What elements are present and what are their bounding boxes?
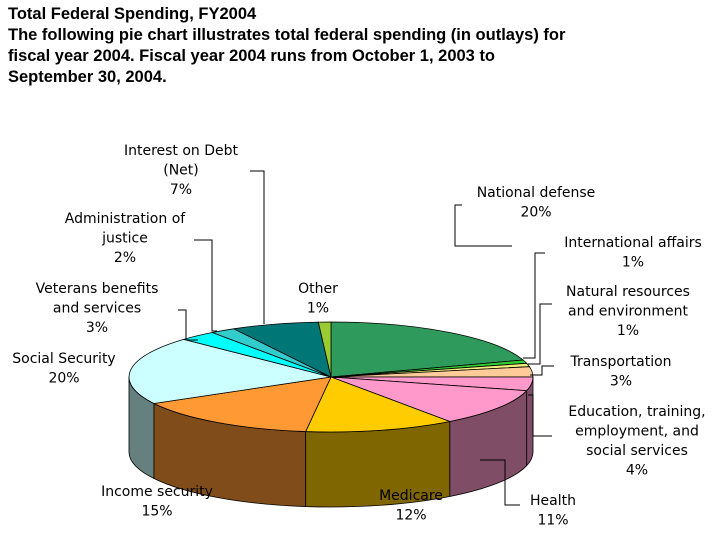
slice-label-percent: 12% bbox=[395, 508, 426, 524]
slice-label-percent: 1% bbox=[307, 301, 329, 317]
slice-label: International affairs 1% bbox=[564, 235, 702, 271]
leader-line bbox=[530, 365, 554, 376]
slice-label-name: Income security bbox=[101, 484, 213, 500]
slice-label-percent: 2% bbox=[114, 250, 136, 266]
heading-description-line-1: The following pie chart illustrates tota… bbox=[8, 26, 566, 44]
slice-medicare bbox=[305, 376, 451, 433]
slice-label: National defense 20% bbox=[477, 185, 596, 221]
slice-social-security bbox=[128, 338, 332, 404]
heading-description-line-2: fiscal year 2004. Fiscal year 2004 runs … bbox=[8, 47, 496, 65]
chart-heading: Total Federal Spending, FY2004 The follo… bbox=[8, 4, 714, 88]
slice-label-name: justice bbox=[101, 231, 148, 247]
slice-label-name: Veterans benefits bbox=[36, 281, 159, 297]
leader-line bbox=[194, 239, 217, 332]
slice-label-percent: 15% bbox=[141, 504, 172, 520]
slice-label-name: Interest on Debt bbox=[124, 143, 239, 159]
slice-label-percent: 20% bbox=[520, 205, 551, 221]
leader-line bbox=[480, 459, 520, 506]
slice-label-name: and services bbox=[53, 301, 141, 317]
slice-label: Other 1% bbox=[298, 281, 338, 317]
slice-label: Health 11% bbox=[530, 493, 576, 529]
slice-label-percent: 4% bbox=[626, 463, 648, 479]
slice-label-name: National defense bbox=[477, 185, 596, 201]
slice-national-defense bbox=[330, 321, 524, 378]
heading-description-line-3: September 30, 2004. bbox=[8, 68, 167, 86]
slice-label-name: Medicare bbox=[379, 488, 443, 504]
slice-label-name: social services bbox=[586, 443, 688, 459]
slice-label-name: Administration of bbox=[65, 211, 186, 227]
leader-line bbox=[528, 394, 552, 437]
slice-label-name: Education, training, bbox=[568, 404, 705, 420]
slice-label-percent: 11% bbox=[537, 513, 568, 529]
leader-lines bbox=[178, 170, 554, 506]
slice-label: Medicare 12% bbox=[379, 488, 443, 524]
slice-income-security bbox=[153, 376, 332, 432]
slice-label: Social Security 20% bbox=[12, 351, 115, 387]
slice-label-name: International affairs bbox=[564, 235, 702, 251]
leader-line bbox=[523, 252, 545, 359]
slice-label-name: Social Security bbox=[12, 351, 115, 367]
slice-label: Interest on Debt (Net) 7% bbox=[124, 143, 239, 198]
slice-label: Veterans benefits and services 3% bbox=[36, 281, 159, 336]
slice-label-name: Health bbox=[530, 493, 576, 509]
slice-other bbox=[317, 321, 332, 378]
slice-label-percent: 1% bbox=[617, 323, 639, 339]
leader-line bbox=[528, 303, 552, 365]
slice-label-name: (Net) bbox=[163, 163, 199, 179]
slice-label-percent: 3% bbox=[610, 374, 632, 390]
slice-label: Transportation 3% bbox=[569, 354, 671, 390]
slice-label-percent: 20% bbox=[48, 371, 79, 387]
leader-line bbox=[454, 204, 512, 247]
pie-slices bbox=[128, 321, 534, 433]
slice-side bbox=[526, 376, 534, 467]
slice-label-percent: 3% bbox=[86, 320, 108, 336]
leader-line bbox=[178, 309, 198, 341]
slice-label-name: Transportation bbox=[569, 354, 671, 370]
slice-label-name: Other bbox=[298, 281, 338, 297]
slice-health bbox=[330, 376, 528, 422]
heading-title: Total Federal Spending, FY2004 bbox=[8, 5, 257, 23]
slice-label-percent: 7% bbox=[170, 182, 192, 198]
pie-sides bbox=[128, 376, 534, 508]
slice-label: Natural resources and environment 1% bbox=[566, 284, 690, 339]
slice-label-percent: 1% bbox=[622, 255, 644, 271]
slice-label-name: and environment bbox=[568, 304, 688, 320]
slice-label: Education, training, employment, and socia… bbox=[568, 404, 705, 479]
slice-label-name: Natural resources bbox=[566, 284, 690, 300]
slice-label-name: employment, and bbox=[575, 424, 699, 440]
slice-label: Administration of justice 2% bbox=[65, 211, 186, 266]
slice-labels: National defense 20% International affairs… bbox=[12, 143, 705, 529]
slice-label: Income security 15% bbox=[101, 484, 213, 520]
leader-line bbox=[250, 170, 265, 324]
